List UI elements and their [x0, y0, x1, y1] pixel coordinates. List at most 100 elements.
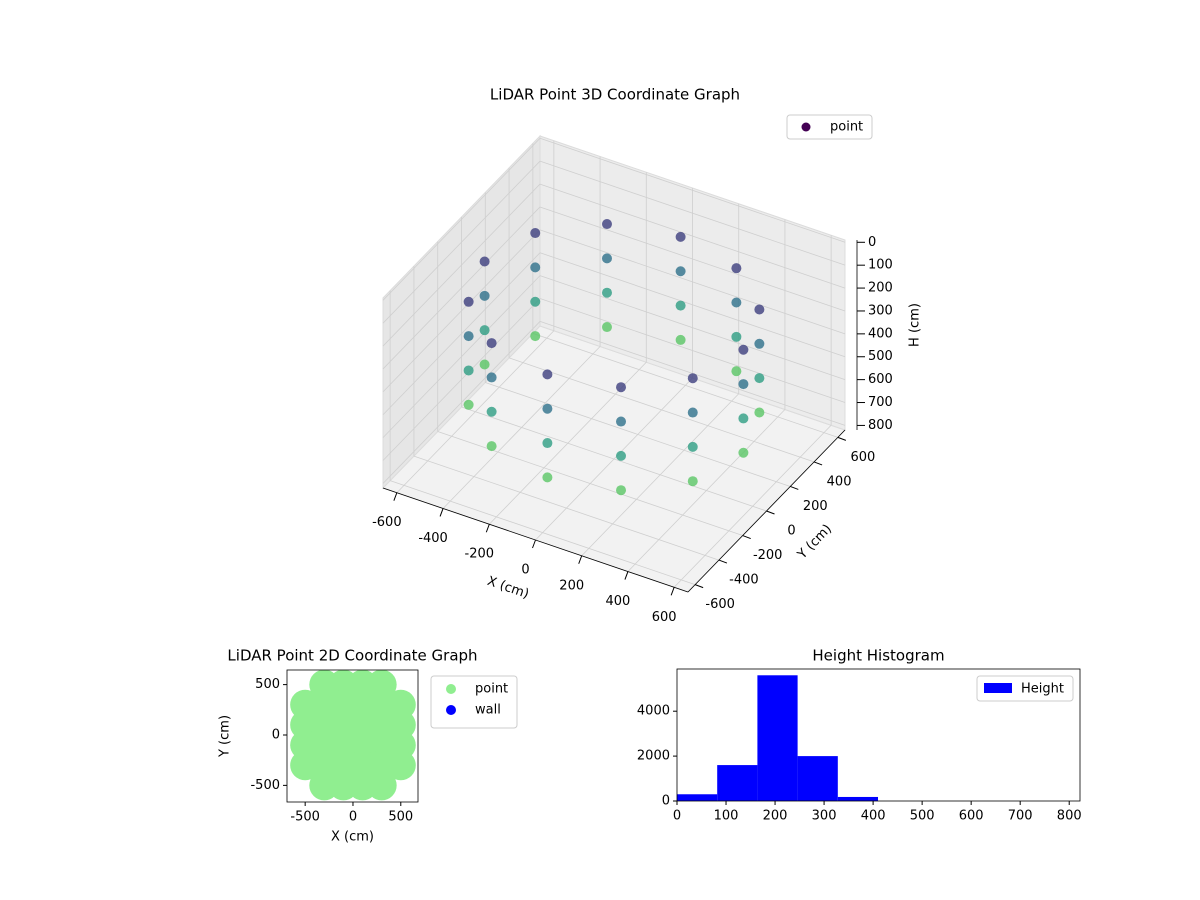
y-tick-label: -400 [729, 573, 759, 588]
point [542, 472, 553, 483]
tick-mark [742, 535, 751, 540]
grid-line [539, 137, 846, 243]
x-axis-label: X (cm) [485, 574, 531, 602]
point [479, 256, 490, 267]
point [687, 441, 698, 452]
x-tick-label: 300 [812, 809, 837, 824]
grid-line [382, 321, 541, 484]
grid-line [532, 332, 838, 438]
legend: Height [976, 675, 1074, 702]
point [687, 373, 698, 384]
grid-line [382, 298, 541, 461]
plot-area [290, 670, 416, 801]
point [687, 407, 698, 418]
x-tick-label: 200 [763, 809, 788, 824]
grid-line [461, 406, 767, 512]
z-axis-label: H (cm) [908, 303, 923, 347]
x-tick-label: -500 [290, 810, 320, 825]
point [675, 231, 686, 242]
x-tick-label: 100 [714, 809, 739, 824]
y-tick-label: -500 [250, 778, 280, 793]
legend-label: point [830, 120, 863, 135]
legend-label: point [475, 682, 508, 697]
legend-label: Height [1021, 682, 1064, 697]
grid-line [382, 275, 541, 438]
point [675, 300, 686, 311]
point [486, 406, 497, 417]
point [463, 331, 474, 342]
point [731, 297, 742, 308]
point [738, 344, 749, 355]
tick-mark [790, 485, 799, 490]
tick-mark [393, 492, 398, 501]
x-tick-label: 200 [559, 578, 584, 593]
grid-line [539, 206, 846, 312]
point [738, 413, 749, 424]
point [542, 438, 553, 449]
y-tick-label: 500 [255, 677, 280, 692]
point [486, 338, 497, 349]
x-tick-label: 400 [861, 809, 886, 824]
point [754, 338, 765, 349]
z-tick-label: 700 [868, 395, 893, 410]
legend: point wall [430, 675, 518, 729]
point [675, 266, 686, 277]
point [601, 287, 612, 298]
bar [717, 765, 758, 801]
chart-title: LiDAR Point 2D Coordinate Graph [227, 647, 477, 665]
point [601, 253, 612, 264]
legend-marker [446, 705, 456, 715]
point [479, 359, 490, 370]
z-tick-label: 300 [868, 303, 893, 318]
x-tick-label: 500 [910, 809, 935, 824]
grid-line [390, 480, 696, 586]
grid-line [539, 252, 846, 358]
y-axis-label: Y (cm) [218, 715, 233, 758]
tick-mark [578, 555, 583, 564]
legend-label: wall [475, 703, 501, 718]
bar [677, 794, 718, 801]
point [530, 331, 541, 342]
point [601, 322, 612, 333]
x-tick-label: 800 [1057, 809, 1082, 824]
tick-mark [813, 461, 823, 466]
point [542, 369, 553, 380]
point [479, 325, 490, 336]
point [530, 262, 541, 273]
z-tick-label: 400 [868, 326, 893, 341]
x-tick-label: 600 [652, 610, 677, 625]
tick-mark [718, 559, 728, 564]
point [463, 296, 474, 307]
axis-line [687, 429, 846, 593]
tick-mark [670, 587, 675, 596]
y-tick-label: 0 [272, 727, 280, 742]
legend-marker [801, 122, 811, 132]
tick-mark [439, 508, 444, 517]
y-tick-label: 0 [787, 524, 795, 539]
x-tick-label: 0 [349, 810, 357, 825]
grid-line [382, 229, 541, 393]
point [486, 372, 497, 383]
grid-line [508, 357, 815, 463]
tick-mark [624, 571, 629, 580]
y-tick-label: -600 [705, 597, 735, 612]
bar [757, 675, 798, 801]
x-tick-label: -400 [418, 531, 448, 546]
z-tick-label: 100 [868, 258, 893, 273]
axis-line [382, 487, 689, 593]
bar [797, 756, 838, 801]
point [530, 296, 541, 307]
y-tick-label: 2000 [637, 749, 670, 764]
z-tick-label: 600 [868, 372, 893, 387]
legend: point [786, 114, 873, 140]
grid-line [539, 229, 846, 335]
point [486, 441, 497, 452]
tick-mark [694, 584, 704, 589]
x-tick-label: 600 [959, 809, 984, 824]
point [479, 290, 490, 301]
legend-box [786, 114, 873, 140]
grid-line [413, 455, 720, 561]
point [601, 219, 612, 230]
